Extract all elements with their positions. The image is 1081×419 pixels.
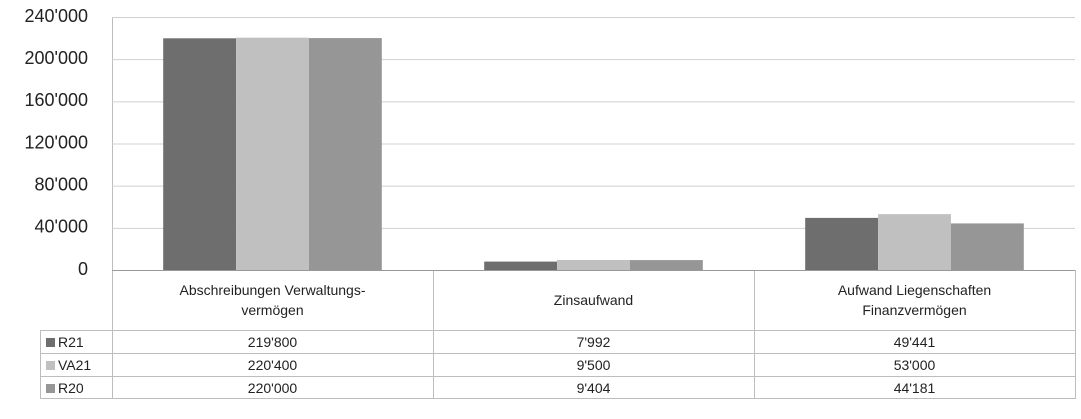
- bar: [805, 217, 879, 270]
- bar: [163, 38, 237, 271]
- table-value: 49'441: [893, 334, 936, 350]
- bar: [557, 259, 630, 270]
- series-name: R21: [58, 334, 84, 350]
- y-tick-label: 0: [78, 259, 88, 279]
- bar: [308, 38, 382, 271]
- table-value: 9'500: [576, 357, 611, 373]
- legend-key: [46, 360, 55, 370]
- bar: [950, 223, 1024, 270]
- legend-key: [46, 337, 55, 347]
- bar: [236, 37, 309, 270]
- table-value: 219'800: [247, 334, 298, 350]
- category-label: Aufwand Liegenschaften Finanzvermögen: [837, 282, 992, 318]
- bar: [484, 261, 558, 270]
- y-tick-label: 240'000: [24, 6, 88, 26]
- legend-entry: R21: [40, 331, 112, 353]
- table-value: 53'000: [893, 357, 936, 373]
- legend-entry: R20: [40, 377, 112, 399]
- y-tick-label: 200'000: [24, 48, 88, 68]
- y-tick-label: 160'000: [24, 90, 88, 110]
- bar: [878, 214, 951, 270]
- legend-entry: VA21: [40, 354, 112, 376]
- table-value: 7'992: [576, 334, 611, 350]
- category-label: Abschreibungen Verwaltungs- vermögen: [179, 282, 366, 318]
- table-value: 220'400: [247, 357, 298, 373]
- category-label: Zinsaufwand: [553, 292, 634, 308]
- table-value: 44'181: [893, 380, 936, 396]
- series-name: VA21: [58, 357, 92, 373]
- bar: [629, 260, 703, 270]
- y-tick-label: 40'000: [35, 217, 89, 237]
- y-tick-label: 80'000: [35, 174, 89, 194]
- table-value: 9'404: [576, 380, 611, 396]
- legend-key: [46, 383, 55, 393]
- y-tick-label: 120'000: [24, 132, 88, 152]
- table-value: 220'000: [247, 380, 298, 396]
- series-name: R20: [58, 380, 84, 396]
